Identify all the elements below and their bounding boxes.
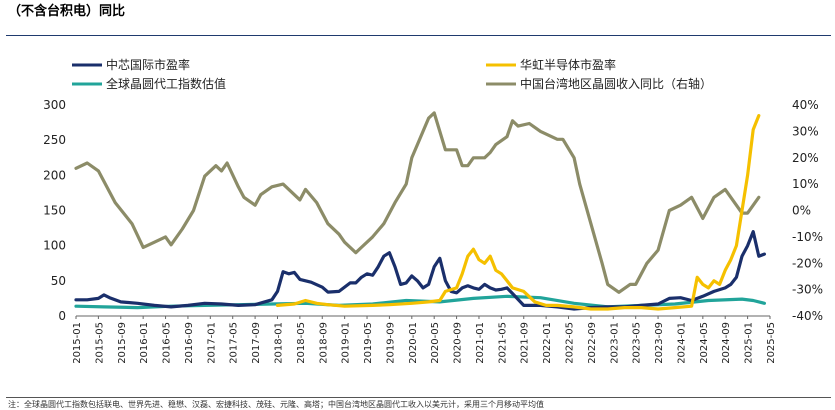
right-axis-tick-label: -30% (792, 283, 823, 297)
footnote-divider (6, 397, 831, 398)
x-axis-tick-label: 2015-05 (94, 322, 105, 364)
legend-label-smic: 中芯国际市盈率 (106, 57, 190, 72)
axes: 0 50 100 150 200 250 300 -40% -30% -20% -10% 0% 10% 2… (43, 98, 823, 364)
x-axis-tick-label: 2025-01 (744, 322, 755, 364)
x-axis-tick-label: 2024-05 (699, 322, 710, 364)
x-axis-tick-label: 2025-05 (766, 322, 777, 364)
x-axis-tick-label: 2024-09 (721, 322, 732, 364)
x-axis-tick-label: 2015-09 (117, 322, 128, 364)
x-axis-tick-label: 2017-01 (206, 322, 217, 364)
series-line-1 (275, 114, 761, 311)
x-axis-tick-label: 2016-01 (139, 322, 150, 364)
x-axis-tick-label: 2016-09 (184, 322, 195, 364)
x-axis-tick-label: 2023-01 (609, 322, 620, 364)
right-axis-tick-label: 10% (792, 177, 819, 191)
footnote: 注：全球晶圆代工指数包括联电、世界先进、稳懋、汉磊、宏捷科技、茂硅、元隆、高塔；… (8, 400, 544, 409)
left-axis-tick-label: 200 (43, 168, 66, 182)
x-axis-tick-label: 2022-01 (542, 322, 553, 364)
legend-label-global-index: 全球晶圆代工指数估值 (106, 76, 226, 91)
left-axis-tick-label: 150 (43, 204, 66, 218)
right-axis-tick-label: -20% (792, 256, 823, 270)
x-axis-tick-label: 2019-09 (385, 322, 396, 364)
x-axis-tick-label: 2020-01 (408, 322, 419, 364)
chart-title: （不含台积电）同比 (8, 4, 126, 19)
right-axis-tick-label: 30% (792, 124, 819, 138)
x-axis-tick-label: 2022-05 (565, 322, 576, 364)
left-axis-tick-label: 100 (43, 239, 66, 253)
x-axis-tick-label: 2023-05 (632, 322, 643, 364)
x-axis-tick-label: 2021-05 (497, 322, 508, 364)
series-line-0 (74, 230, 766, 311)
left-axis-tick-label: 0 (58, 309, 66, 323)
right-axis-tick-label: 40% (792, 98, 819, 112)
x-axis-tick-label: 2018-05 (296, 322, 307, 364)
x-axis-tick-label: 2022-09 (587, 322, 598, 364)
x-axis-tick-label: 2019-01 (341, 322, 352, 364)
x-axis-tick-label: 2018-09 (318, 322, 329, 364)
left-axis-tick-label: 50 (51, 274, 66, 288)
x-axis-tick-label: 2017-05 (229, 322, 240, 364)
left-axis-tick-label: 250 (43, 133, 66, 147)
series-line-3 (74, 111, 761, 294)
x-axis-tick-label: 2020-09 (453, 322, 464, 364)
x-axis-tick-label: 2018-01 (273, 322, 284, 364)
x-axis-tick-label: 2023-09 (654, 322, 665, 364)
right-axis-tick-label: 0% (792, 204, 811, 218)
title-divider (6, 35, 831, 36)
x-axis-tick-label: 2021-09 (520, 322, 531, 364)
series-lines (74, 111, 766, 311)
legend-label-taiwan-yoy: 中国台湾地区晶圆收入同比（右轴） (520, 76, 712, 91)
right-axis-tick-label: -40% (792, 309, 823, 323)
right-axis-tick-label: 20% (792, 151, 819, 165)
x-axis-tick-label: 2019-05 (363, 322, 374, 364)
x-axis-tick-label: 2020-05 (430, 322, 441, 364)
left-axis-tick-label: 300 (43, 98, 66, 112)
x-axis-tick-label: 2016-05 (162, 322, 173, 364)
right-axis-tick-label: -10% (792, 230, 823, 244)
x-axis-tick-label: 2024-01 (676, 322, 687, 364)
legend-label-hua-hong: 华虹半导体市盈率 (520, 57, 616, 72)
x-axis-tick-label: 2015-01 (72, 322, 83, 364)
x-axis-tick-label: 2021-01 (475, 322, 486, 364)
x-axis-tick-label: 2017-09 (251, 322, 262, 364)
legend: 中芯国际市盈率 华虹半导体市盈率 全球晶圆代工指数估值 中国台湾地区晶圆收入同比… (72, 57, 712, 91)
